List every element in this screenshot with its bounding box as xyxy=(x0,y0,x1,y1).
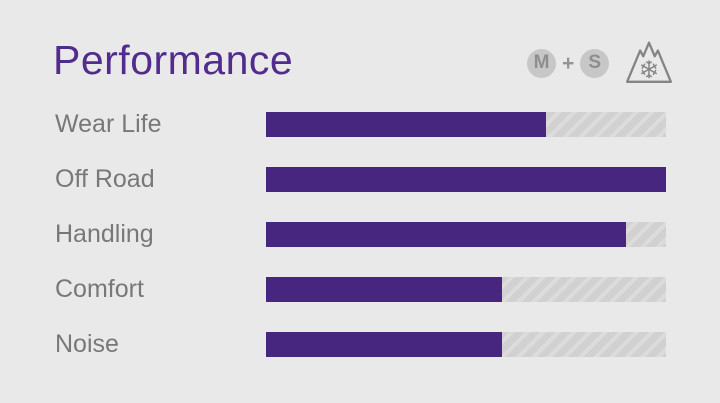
snow-rating-icon: S xyxy=(580,48,610,78)
rating-fill xyxy=(266,332,502,357)
rating-row: Off Road xyxy=(0,167,720,192)
ms-badge-s-label: S xyxy=(588,52,602,73)
rating-fill xyxy=(266,167,666,192)
rating-label: Handling xyxy=(55,220,154,248)
three-peak-mountain-snowflake-icon xyxy=(625,41,673,83)
rating-label: Noise xyxy=(55,330,119,358)
ms-badge-m-label: M xyxy=(533,52,550,73)
rating-fill xyxy=(266,112,546,137)
rating-track xyxy=(266,332,666,357)
mud-rating-icon: M xyxy=(527,48,556,78)
rating-track xyxy=(266,167,666,192)
rating-row: Noise xyxy=(0,332,720,357)
rating-label: Comfort xyxy=(55,275,144,303)
rating-row: Handling xyxy=(0,222,720,247)
rating-track xyxy=(266,277,666,302)
rating-label: Off Road xyxy=(55,165,155,193)
snowflake-glyph xyxy=(640,60,658,79)
rating-track xyxy=(266,112,666,137)
rating-row: Comfort xyxy=(0,277,720,302)
ms-badge-plus: + xyxy=(562,51,575,75)
panel-title: Performance xyxy=(53,37,294,83)
rating-track xyxy=(266,222,666,247)
rating-fill xyxy=(266,222,626,247)
rating-row: Wear Life xyxy=(0,112,720,137)
ms-badge: M + S xyxy=(527,48,610,78)
rating-label: Wear Life xyxy=(55,110,162,138)
ratings-chart: Wear Life Off Road Handling Comfort xyxy=(0,112,720,387)
rating-fill xyxy=(266,277,502,302)
